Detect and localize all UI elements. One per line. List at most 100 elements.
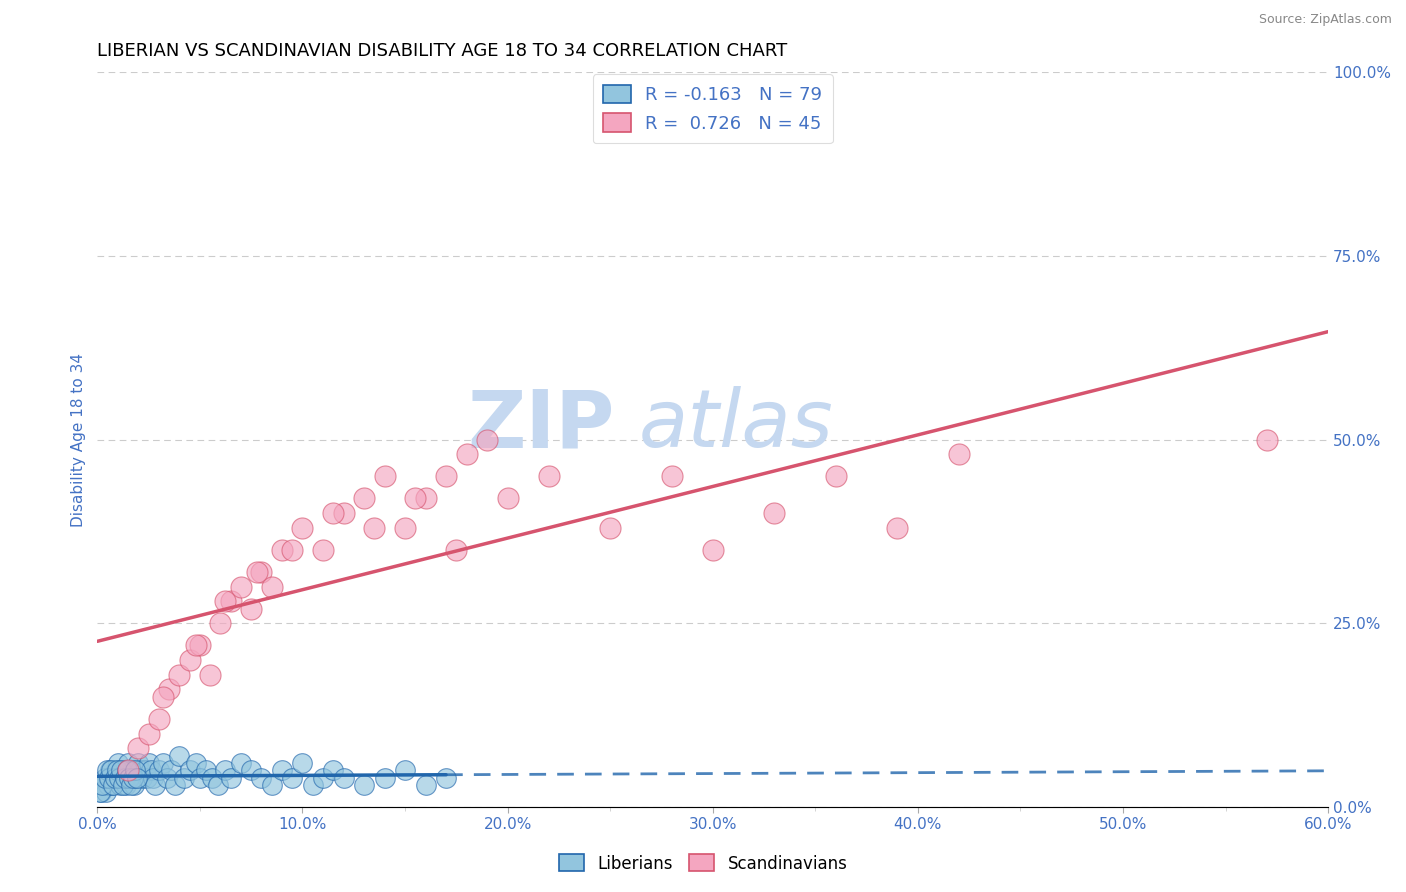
Point <box>129 764 152 778</box>
Point <box>160 764 183 778</box>
Point <box>415 491 437 506</box>
Text: Source: ZipAtlas.com: Source: ZipAtlas.com <box>1258 13 1392 27</box>
Point <box>207 778 229 792</box>
Point <box>143 778 166 792</box>
Point <box>108 771 131 785</box>
Point <box>179 653 201 667</box>
Point <box>138 726 160 740</box>
Point <box>281 771 304 785</box>
Y-axis label: Disability Age 18 to 34: Disability Age 18 to 34 <box>72 352 86 526</box>
Point <box>93 771 115 785</box>
Point <box>661 469 683 483</box>
Point <box>322 506 344 520</box>
Point <box>184 639 207 653</box>
Point <box>93 778 115 792</box>
Point <box>291 756 314 770</box>
Point <box>184 756 207 770</box>
Point <box>94 785 117 799</box>
Point <box>763 506 786 520</box>
Point <box>91 778 114 792</box>
Point <box>312 542 335 557</box>
Point <box>456 447 478 461</box>
Point <box>496 491 519 506</box>
Point <box>107 771 129 785</box>
Point <box>394 764 416 778</box>
Point <box>120 778 142 792</box>
Point <box>229 580 252 594</box>
Point <box>97 778 120 792</box>
Point <box>100 764 122 778</box>
Point <box>118 771 141 785</box>
Point <box>188 771 211 785</box>
Point <box>101 778 124 792</box>
Point <box>291 521 314 535</box>
Point <box>201 771 224 785</box>
Point <box>103 771 125 785</box>
Point <box>281 542 304 557</box>
Point <box>1256 433 1278 447</box>
Point <box>209 616 232 631</box>
Point <box>404 491 426 506</box>
Legend: R = -0.163   N = 79, R =  0.726   N = 45: R = -0.163 N = 79, R = 0.726 N = 45 <box>593 74 832 144</box>
Point <box>114 771 136 785</box>
Point <box>475 433 498 447</box>
Point <box>122 771 145 785</box>
Point <box>139 764 162 778</box>
Point <box>125 771 148 785</box>
Point <box>110 764 132 778</box>
Point <box>219 771 242 785</box>
Point <box>127 771 149 785</box>
Point <box>107 756 129 770</box>
Point <box>115 778 138 792</box>
Point <box>198 667 221 681</box>
Point <box>120 771 142 785</box>
Point <box>138 756 160 770</box>
Point <box>179 764 201 778</box>
Point <box>97 771 120 785</box>
Point <box>124 778 146 792</box>
Point <box>219 594 242 608</box>
Point <box>90 785 112 799</box>
Point <box>271 764 294 778</box>
Point <box>100 778 122 792</box>
Text: ZIP: ZIP <box>467 386 614 464</box>
Point <box>115 764 138 778</box>
Point <box>312 771 335 785</box>
Point <box>152 690 174 704</box>
Text: atlas: atlas <box>638 386 834 464</box>
Point <box>373 469 395 483</box>
Point <box>229 756 252 770</box>
Point <box>394 521 416 535</box>
Point <box>446 542 468 557</box>
Point <box>188 639 211 653</box>
Point <box>117 764 139 778</box>
Point <box>135 771 157 785</box>
Point <box>537 469 560 483</box>
Point <box>157 682 180 697</box>
Point <box>271 542 294 557</box>
Point <box>148 712 170 726</box>
Point <box>173 771 195 785</box>
Text: LIBERIAN VS SCANDINAVIAN DISABILITY AGE 18 TO 34 CORRELATION CHART: LIBERIAN VS SCANDINAVIAN DISABILITY AGE … <box>97 42 787 60</box>
Point <box>702 542 724 557</box>
Point <box>112 771 135 785</box>
Point <box>97 771 120 785</box>
Point <box>156 771 179 785</box>
Point <box>108 778 131 792</box>
Point <box>121 764 143 778</box>
Point <box>89 785 111 799</box>
Point <box>240 601 263 615</box>
Point <box>127 741 149 756</box>
Point <box>117 756 139 770</box>
Legend: Liberians, Scandinavians: Liberians, Scandinavians <box>553 847 853 880</box>
Point <box>322 764 344 778</box>
Point <box>260 778 283 792</box>
Point <box>599 521 621 535</box>
Point <box>353 778 375 792</box>
Point <box>98 764 121 778</box>
Point <box>301 778 323 792</box>
Point <box>363 521 385 535</box>
Point <box>127 756 149 770</box>
Point <box>124 764 146 778</box>
Point <box>260 580 283 594</box>
